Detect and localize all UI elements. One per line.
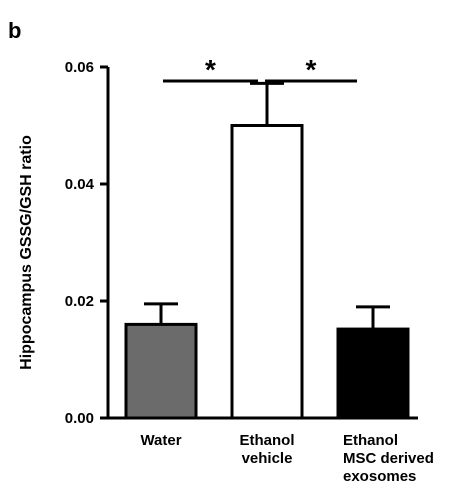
x-category-label: Ethanol [240,432,295,449]
plot-area: 0.00 0.02 0.04 0.06 Hippocampus GSSG/GSH rat… [18,54,434,485]
y-tick-label: 0.02 [65,293,94,310]
significance-star: * [205,54,216,85]
y-tick-label: 0.06 [65,59,94,76]
x-category-label: MSC derived [343,450,434,467]
x-category-label: exosomes [343,468,416,485]
x-category-label: Water [140,432,181,449]
x-category-label: Ethanol [343,432,398,449]
significance-star: * [306,54,317,85]
bar [124,322,198,420]
panel-label: b [8,18,21,43]
bar [336,327,410,420]
bar [230,124,304,420]
y-axis-label: Hippocampus GSSG/GSH ratio [18,135,35,370]
y-tick-label: 0.00 [65,410,94,427]
y-tick-label: 0.04 [65,176,95,193]
x-category-label: vehicle [242,450,293,467]
